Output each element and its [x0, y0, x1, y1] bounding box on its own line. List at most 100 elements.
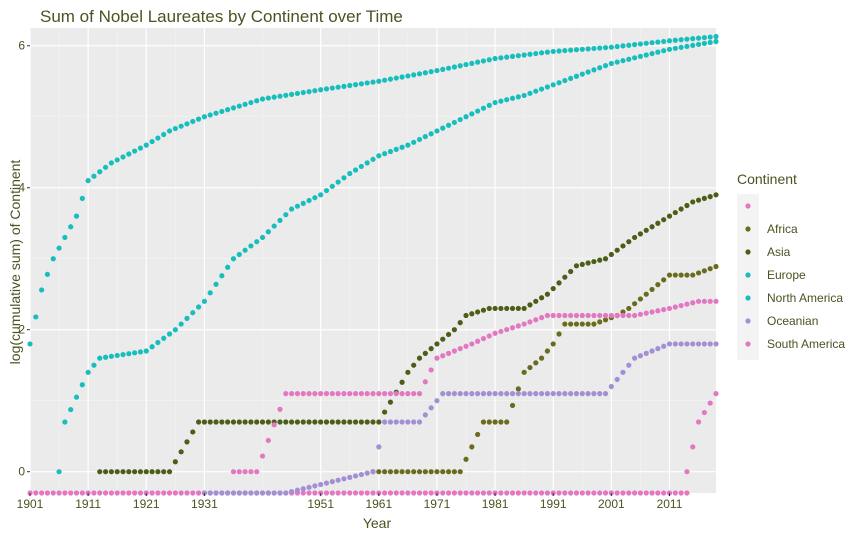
data-point — [213, 490, 219, 496]
data-point — [259, 419, 266, 425]
data-point — [486, 391, 492, 397]
data-point — [347, 170, 353, 177]
data-point — [556, 391, 562, 397]
data-point — [550, 391, 556, 397]
data-point — [463, 114, 469, 120]
data-point — [649, 348, 655, 354]
data-point — [300, 419, 306, 425]
data-point — [178, 321, 184, 327]
data-point — [562, 312, 568, 319]
data-point — [411, 469, 417, 475]
data-point — [661, 343, 667, 349]
data-point — [649, 40, 655, 46]
data-point — [294, 203, 301, 209]
data-point — [341, 83, 347, 89]
data-point — [573, 391, 580, 397]
data-point — [405, 142, 411, 148]
data-point — [347, 82, 353, 89]
data-point — [568, 75, 574, 82]
data-point — [463, 456, 469, 462]
data-point — [271, 223, 277, 229]
data-point — [457, 63, 463, 69]
data-point — [463, 391, 469, 397]
data-point — [382, 77, 388, 83]
data-point — [393, 75, 399, 81]
data-point — [114, 157, 120, 163]
data-point — [137, 469, 144, 475]
legend-label: South America — [767, 337, 845, 351]
data-point — [399, 391, 405, 397]
data-point — [504, 490, 510, 496]
data-point — [573, 47, 580, 53]
data-point — [323, 419, 330, 425]
data-point — [312, 391, 318, 397]
data-point — [416, 71, 423, 77]
data-point — [521, 369, 527, 375]
data-point — [544, 291, 551, 297]
data-point — [661, 217, 667, 223]
data-point — [428, 367, 434, 373]
data-point — [213, 281, 219, 287]
data-point — [550, 82, 556, 88]
series-oceanian — [201, 341, 719, 496]
data-point — [713, 263, 719, 270]
data-point — [492, 330, 498, 336]
data-point — [504, 97, 510, 103]
data-point — [236, 103, 242, 109]
data-point — [562, 391, 568, 397]
data-point — [352, 167, 359, 173]
data-point — [538, 295, 545, 301]
data-point — [195, 116, 202, 122]
data-point — [248, 419, 254, 425]
data-point — [515, 323, 521, 329]
data-point — [643, 40, 649, 46]
data-point — [538, 315, 545, 321]
data-point — [457, 391, 463, 397]
legend: Continent Africa Asia Europe North America O… — [737, 171, 845, 360]
data-point — [387, 148, 394, 155]
data-point — [166, 331, 173, 337]
data-point — [300, 490, 306, 496]
data-point — [707, 266, 713, 272]
data-point — [533, 360, 539, 366]
data-point — [591, 67, 597, 73]
data-point — [97, 169, 103, 175]
data-point — [655, 39, 661, 45]
data-point — [620, 243, 626, 249]
data-point — [178, 449, 184, 455]
data-point — [323, 187, 330, 194]
data-point — [283, 391, 289, 397]
data-point — [678, 44, 684, 50]
data-point — [358, 490, 364, 496]
data-point — [585, 312, 591, 319]
data-point — [126, 469, 132, 475]
data-point — [672, 37, 678, 43]
data-point — [329, 479, 335, 485]
data-point — [690, 272, 696, 278]
data-point — [405, 391, 411, 397]
data-point — [56, 469, 62, 475]
data-point — [701, 341, 707, 347]
data-point — [416, 355, 423, 361]
data-point — [73, 394, 80, 400]
data-point — [248, 490, 254, 496]
data-point — [341, 490, 347, 496]
data-point — [382, 490, 388, 496]
data-point — [352, 82, 359, 88]
data-point — [428, 69, 434, 75]
data-point — [713, 391, 719, 397]
data-point — [318, 192, 324, 198]
data-point — [85, 369, 91, 375]
data-point — [457, 116, 463, 123]
data-point — [579, 391, 585, 397]
data-point — [236, 251, 242, 258]
data-point — [132, 469, 138, 475]
data-point — [684, 341, 690, 347]
data-point — [661, 490, 667, 496]
data-point — [527, 51, 533, 57]
data-point — [678, 341, 684, 347]
data-point — [509, 325, 516, 331]
data-point — [550, 48, 556, 55]
series-europe — [27, 33, 719, 347]
data-point — [573, 312, 580, 319]
